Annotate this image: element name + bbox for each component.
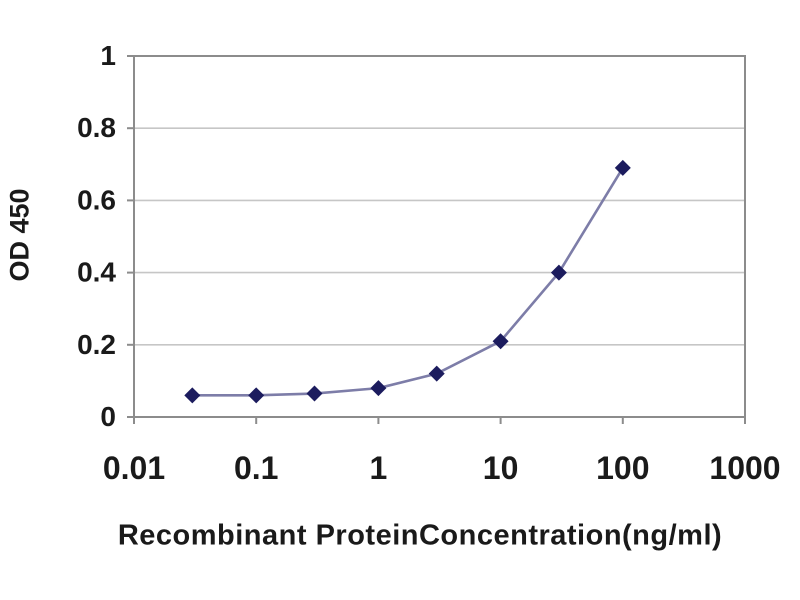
- y-tick-label: 0.6: [77, 184, 116, 215]
- x-tick-label: 100: [596, 450, 649, 486]
- y-axis-title: OD 450: [4, 188, 35, 282]
- data-point-diamond: [370, 380, 387, 397]
- x-tick-label: 10: [483, 450, 519, 486]
- x-tick-label: 1: [370, 450, 388, 486]
- y-tick-label: 0.8: [77, 112, 116, 143]
- data-point-diamond: [248, 387, 265, 404]
- data-point-diamond: [550, 264, 567, 281]
- y-tick-label: 0.4: [77, 257, 116, 288]
- y-tick-label: 0.2: [77, 329, 116, 360]
- y-tick-label: 1: [100, 40, 116, 71]
- x-axis-title: Recombinant ProteinConcentration(ng/ml): [117, 519, 723, 552]
- y-tick-label: 0: [100, 401, 116, 432]
- x-tick-label: 0.1: [234, 450, 278, 486]
- data-point-diamond: [614, 159, 631, 176]
- data-point-diamond: [492, 333, 509, 350]
- data-line: [192, 167, 624, 397]
- data-point-diamond: [428, 365, 445, 382]
- data-point-diamond: [306, 385, 323, 402]
- x-tick-label: 1000: [709, 450, 780, 486]
- data-point-diamond: [184, 387, 201, 404]
- x-tick-label: 0.01: [103, 450, 165, 486]
- plot-border: [133, 55, 746, 418]
